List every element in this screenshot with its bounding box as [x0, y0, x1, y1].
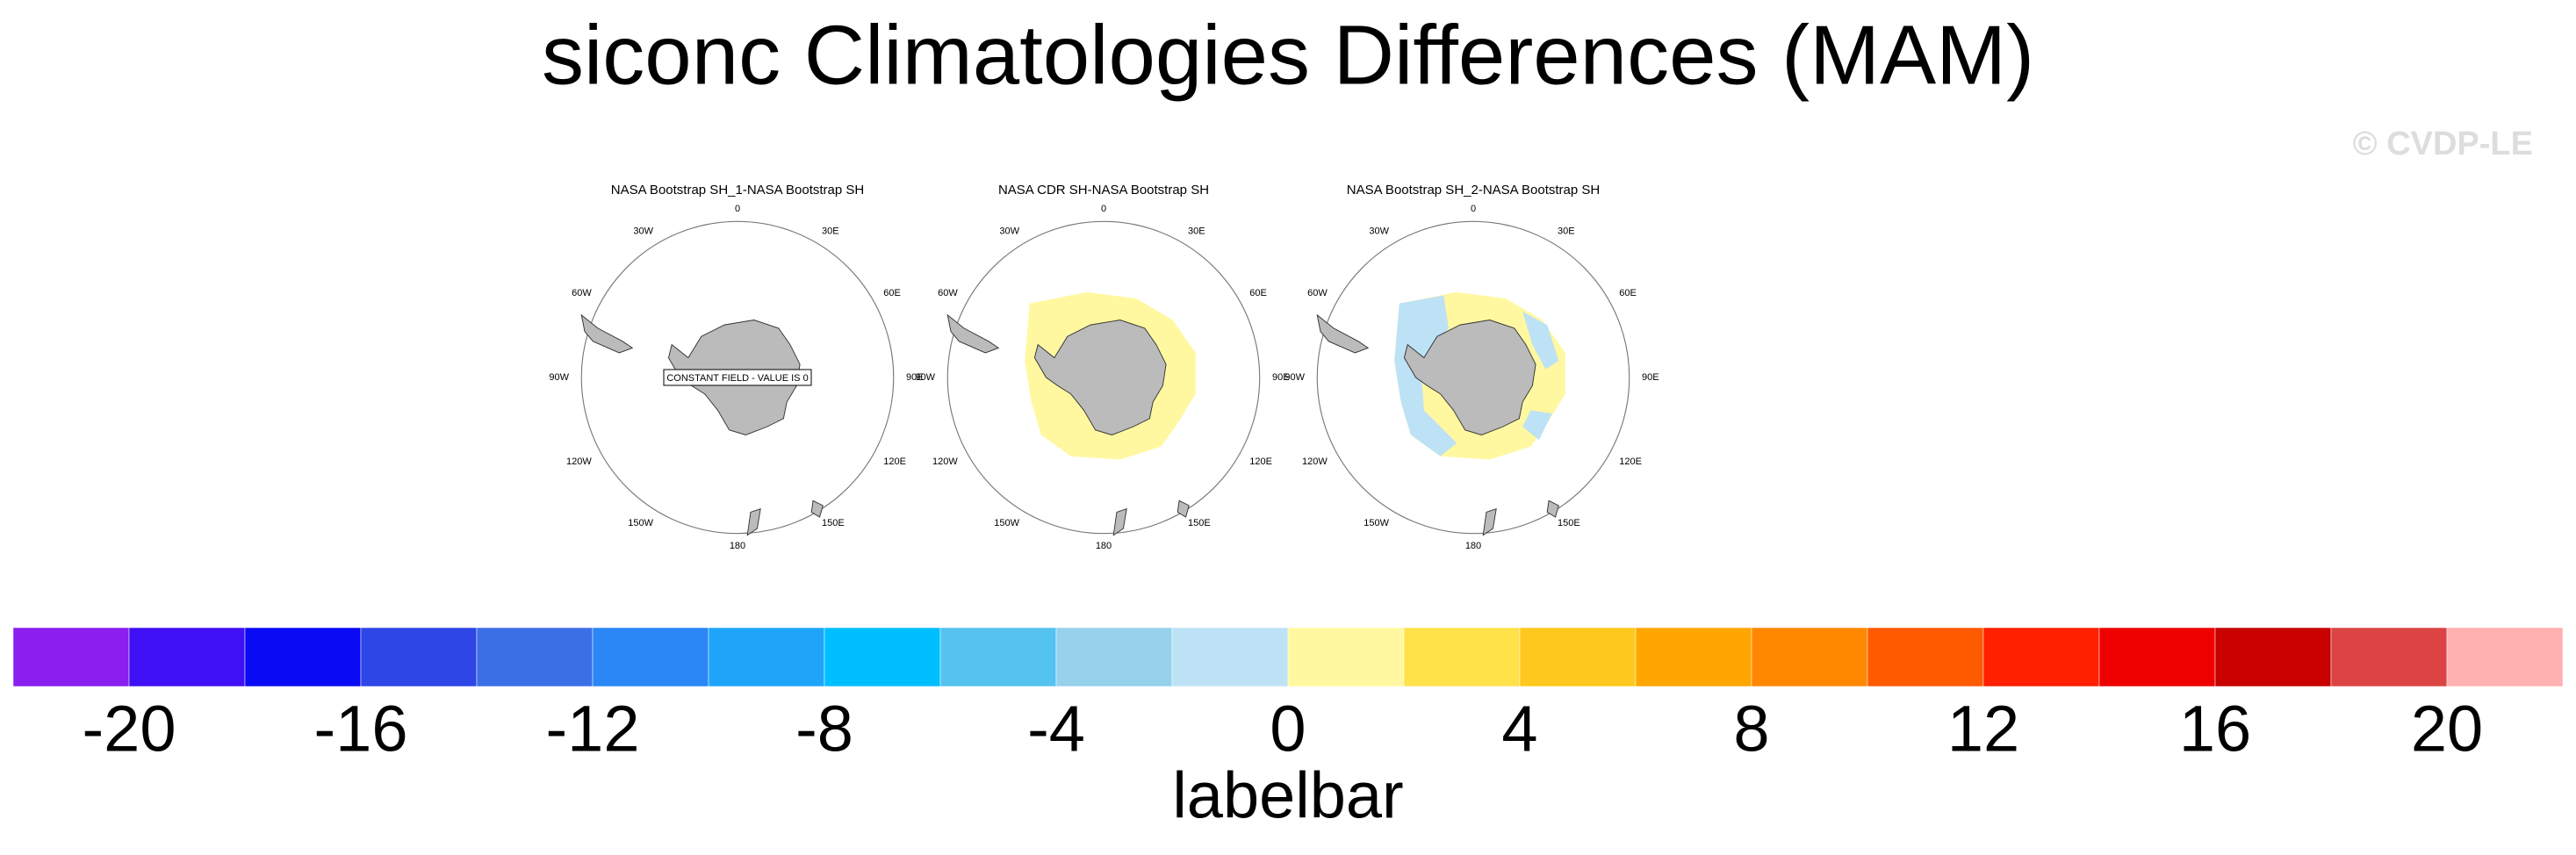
map-panel — [1316, 220, 1630, 536]
tick-label: -16 — [314, 693, 408, 765]
color-box — [1403, 627, 1521, 687]
tick-label: 4 — [1501, 693, 1537, 765]
longitude-label: 90E — [906, 372, 924, 383]
longitude-label: 30E — [1188, 226, 1205, 237]
longitude-label: 30W — [633, 226, 653, 237]
color-box — [1867, 627, 1984, 687]
panel-title: NASA CDR SH-NASA Bootstrap SH — [998, 183, 1209, 198]
tick-label: 20 — [2411, 693, 2483, 765]
longitude-label: 0 — [735, 204, 740, 214]
annotation-box — [663, 369, 812, 386]
longitude-label: 120W — [932, 456, 958, 467]
longitude-label: 90E — [1272, 372, 1290, 383]
longitude-label: 90W — [549, 372, 569, 383]
color-box — [824, 627, 941, 687]
longitude-label: 180 — [1096, 541, 1112, 551]
color-box — [592, 627, 709, 687]
color-box — [708, 627, 825, 687]
longitude-label: 60E — [883, 288, 901, 298]
map-panel — [946, 220, 1261, 536]
tick-label: -12 — [546, 693, 640, 765]
color-box — [476, 627, 594, 687]
longitude-label: 30W — [999, 226, 1019, 237]
color-box — [1171, 627, 1289, 687]
longitude-label: 150E — [1188, 518, 1211, 528]
color-box — [1287, 627, 1405, 687]
color-box — [1055, 627, 1173, 687]
color-box — [1751, 627, 1868, 687]
color-box — [2214, 627, 2332, 687]
tick-label: 0 — [1270, 693, 1306, 765]
color-box — [360, 627, 478, 687]
longitude-label: 30E — [822, 226, 839, 237]
longitude-label: 120W — [1302, 456, 1328, 467]
longitude-label: 60W — [1307, 288, 1328, 298]
tick-label: -20 — [83, 693, 176, 765]
longitude-label: 180 — [1465, 541, 1481, 551]
color-box — [1635, 627, 1752, 687]
color-box — [2446, 627, 2564, 687]
longitude-label: 120W — [566, 456, 592, 467]
longitude-label: 60W — [938, 288, 958, 298]
longitude-label: 180 — [730, 541, 745, 551]
longitude-label: 150W — [628, 518, 653, 528]
color-box — [2098, 627, 2216, 687]
tick-label: 12 — [1947, 693, 2019, 765]
color-box — [12, 627, 130, 687]
title: siconc Climatologies Differences (MAM) — [542, 8, 2034, 102]
longitude-label: 120E — [1619, 456, 1642, 467]
longitude-label: 120E — [883, 456, 906, 467]
tick-label: 16 — [2179, 693, 2251, 765]
longitude-label: 90E — [1642, 372, 1659, 383]
labelbar-label: labelbar — [1172, 759, 1403, 832]
longitude-label: 90W — [1284, 372, 1305, 383]
panel-title: NASA Bootstrap SH_2-NASA Bootstrap SH — [1347, 183, 1600, 198]
tick-label: 8 — [1733, 693, 1769, 765]
watermark: © CVDP-LE — [2353, 126, 2533, 162]
longitude-label: 150W — [1364, 518, 1389, 528]
longitude-label: 60W — [572, 288, 592, 298]
color-box — [939, 627, 1057, 687]
annotation: CONSTANT FIELD - VALUE IS 0 — [666, 373, 808, 384]
color-box — [1982, 627, 2100, 687]
tick-label: -8 — [795, 693, 853, 765]
longitude-label: 90W — [915, 372, 935, 383]
longitude-label: 150W — [994, 518, 1019, 528]
color-box — [1519, 627, 1637, 687]
longitude-label: 150E — [1558, 518, 1580, 528]
longitude-label: 60E — [1249, 288, 1267, 298]
color-box — [128, 627, 246, 687]
longitude-label: 60E — [1619, 288, 1637, 298]
panel-title: NASA Bootstrap SH_1-NASA Bootstrap SH — [611, 183, 864, 198]
longitude-label: 120E — [1249, 456, 1272, 467]
longitude-label: 30W — [1369, 226, 1389, 237]
longitude-label: 0 — [1471, 204, 1476, 214]
longitude-label: 0 — [1101, 204, 1106, 214]
tick-label: -4 — [1027, 693, 1085, 765]
color-box — [244, 627, 362, 687]
longitude-label: 150E — [822, 518, 845, 528]
longitude-label: 30E — [1558, 226, 1575, 237]
color-box — [2330, 627, 2448, 687]
